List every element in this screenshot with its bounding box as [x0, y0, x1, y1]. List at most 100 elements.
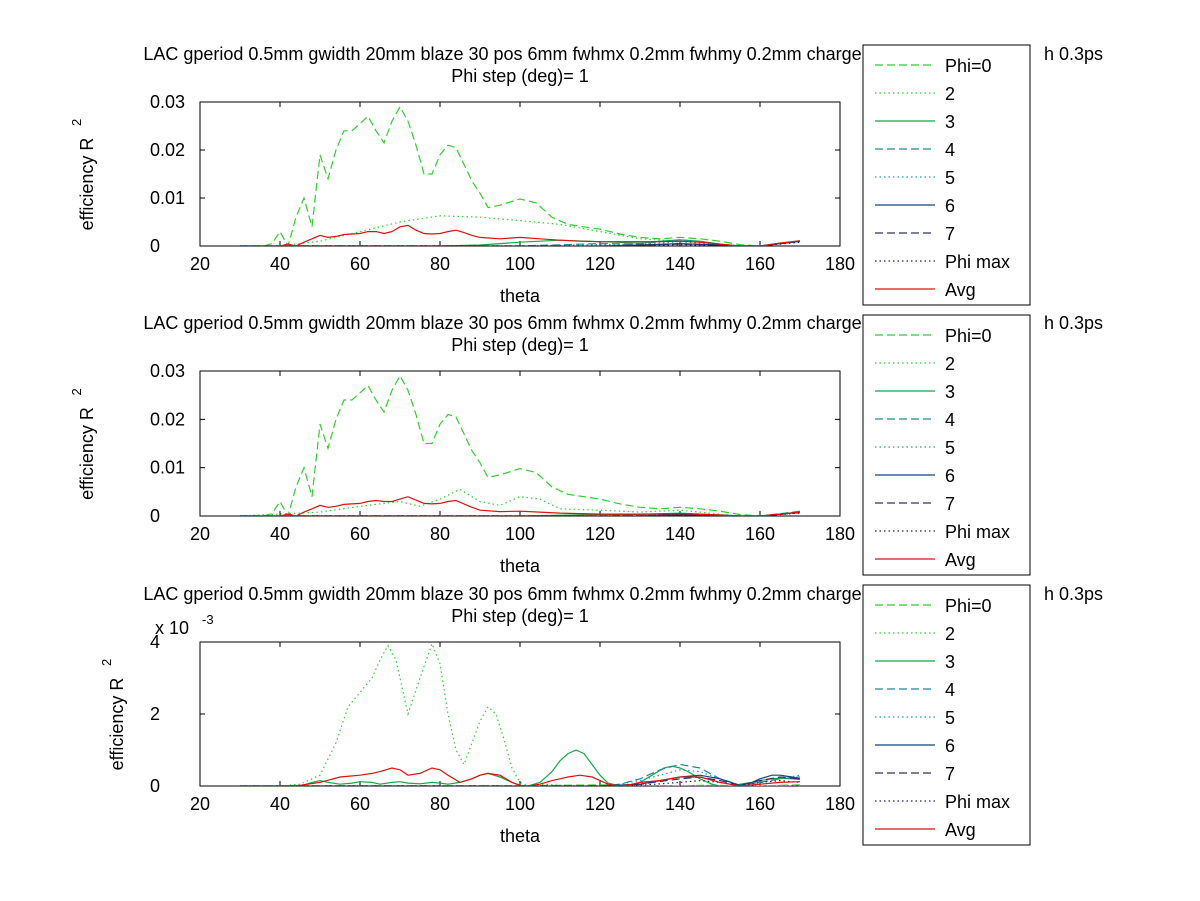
chart-panel-2: LAC gperiod 0.5mm gwidth 20mm blaze 30 p…	[69, 313, 1103, 576]
legend-label: 7	[945, 494, 955, 514]
y-axis-label-sup: 2	[69, 388, 84, 395]
y-exponent: x 10	[155, 618, 189, 638]
legend-label: Avg	[945, 820, 976, 840]
legend-label: Phi=0	[945, 56, 992, 76]
x-tick-label: 100	[505, 794, 535, 814]
plot-area	[239, 374, 801, 516]
chart-title: LAC gperiod 0.5mm gwidth 20mm blaze 30 p…	[143, 584, 896, 604]
chart-subtitle: Phi step (deg)= 1	[451, 606, 589, 626]
legend-label: Phi max	[945, 522, 1010, 542]
legend-label: 4	[945, 680, 955, 700]
y-axis-label: efficiency R	[77, 138, 97, 231]
chart-panel-3: LAC gperiod 0.5mm gwidth 20mm blaze 30 p…	[99, 584, 1103, 846]
chart-panel-1: LAC gperiod 0.5mm gwidth 20mm blaze 30 p…	[69, 44, 1103, 306]
legend-label: 4	[945, 140, 955, 160]
y-axis-label-group: efficiency R 2	[99, 659, 127, 771]
series-line-7	[240, 776, 801, 786]
legend-label: 6	[945, 736, 955, 756]
x-tick-label: 180	[825, 794, 855, 814]
x-tick-label: 100	[505, 524, 535, 544]
x-tick-label: 40	[270, 794, 290, 814]
series-line-avg	[240, 224, 801, 246]
series-line-5	[240, 241, 801, 246]
legend-label: Phi=0	[945, 596, 992, 616]
series-line-avg	[240, 496, 801, 516]
series-line-phi-0	[240, 105, 801, 246]
y-axis-label-group: efficiency R 2	[69, 119, 97, 231]
plot-area	[240, 642, 801, 786]
y-axis-label: efficiency R	[77, 407, 97, 500]
legend-label: 7	[945, 764, 955, 784]
x-tick-label: 40	[270, 524, 290, 544]
legend-box	[862, 584, 1031, 846]
y-tick-label: 0	[150, 776, 160, 796]
x-tick-label: 20	[190, 524, 210, 544]
x-axis-label: theta	[500, 286, 541, 306]
series-line-2	[239, 488, 801, 516]
axes-box	[199, 370, 841, 517]
legend-label: 4	[945, 410, 955, 430]
series-line-phi-0	[240, 374, 801, 516]
x-tick-label: 60	[350, 524, 370, 544]
series-line-avg	[240, 767, 801, 786]
y-tick-label: 0.03	[150, 92, 185, 112]
legend-label: 5	[945, 438, 955, 458]
series-line-3	[240, 749, 801, 786]
axes-box	[199, 101, 841, 247]
legend-label: Phi max	[945, 252, 1010, 272]
legend-box	[862, 44, 1031, 306]
y-axis-label-sup: 2	[99, 659, 114, 666]
legend: Phi=0 2 3 4 5 6 7 Phi max Avg	[862, 314, 1031, 576]
x-tick-label: 160	[745, 524, 775, 544]
y-axis-label-sup: 2	[69, 119, 84, 126]
legend: Phi=0 2 3 4 5 6 7 Phi max Avg	[862, 584, 1031, 846]
x-tick-label: 80	[430, 524, 450, 544]
legend-label: 3	[945, 112, 955, 132]
x-tick-label: 180	[825, 524, 855, 544]
y-tick-label: 2	[150, 704, 160, 724]
legend: Phi=0 2 3 4 5 6 7 Phi max Avg	[862, 44, 1031, 306]
legend-label: 3	[945, 652, 955, 672]
y-tick-label: 0.03	[150, 361, 185, 381]
x-tick-label: 140	[665, 524, 695, 544]
legend-label: 3	[945, 382, 955, 402]
x-tick-label: 60	[350, 254, 370, 274]
legend-label: 5	[945, 708, 955, 728]
y-tick-label: 0.01	[150, 188, 185, 208]
legend-label: 2	[945, 84, 955, 104]
y-exponent-sup: -3	[202, 612, 214, 627]
y-axis-label-group: efficiency R 2	[69, 388, 97, 500]
y-axis-label: efficiency R	[107, 678, 127, 771]
legend-label: 2	[945, 624, 955, 644]
y-tick-label: 0.02	[150, 409, 185, 429]
x-tick-label: 20	[190, 254, 210, 274]
y-tick-label: 0	[150, 506, 160, 526]
legend-label: 7	[945, 224, 955, 244]
x-tick-label: 160	[745, 794, 775, 814]
y-tick-label: 0	[150, 236, 160, 256]
x-tick-label: 60	[350, 794, 370, 814]
x-tick-label: 180	[825, 254, 855, 274]
y-tick-label: 0.01	[150, 458, 185, 478]
chart-title: LAC gperiod 0.5mm gwidth 20mm blaze 30 p…	[143, 313, 896, 333]
chart-title: LAC gperiod 0.5mm gwidth 20mm blaze 30 p…	[143, 44, 896, 64]
y-tick-label: 0.02	[150, 140, 185, 160]
plot-area	[240, 105, 801, 246]
legend-label: 2	[945, 354, 955, 374]
legend-label: Avg	[945, 280, 976, 300]
axes-box	[199, 641, 841, 787]
y-tick-label: 4	[150, 632, 160, 652]
legend-label: Phi=0	[945, 326, 992, 346]
series-line-5	[240, 769, 801, 786]
x-tick-label: 80	[430, 254, 450, 274]
x-axis-label: theta	[500, 826, 541, 846]
chart-subtitle: Phi step (deg)= 1	[451, 335, 589, 355]
chart-title-tail: h 0.3ps	[1044, 44, 1103, 64]
x-tick-label: 160	[745, 254, 775, 274]
x-axis-label: theta	[500, 556, 541, 576]
series-line-2	[240, 642, 800, 786]
x-tick-label: 80	[430, 794, 450, 814]
chart-title-tail: h 0.3ps	[1044, 584, 1103, 604]
x-tick-label: 120	[585, 254, 615, 274]
x-tick-label: 100	[505, 254, 535, 274]
